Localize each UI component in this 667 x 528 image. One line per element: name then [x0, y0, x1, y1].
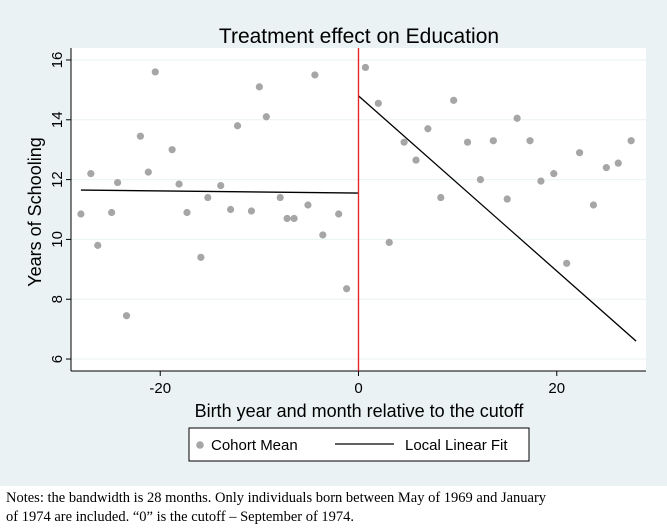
cohort-mean-point [217, 181, 225, 190]
cohort-mean-point [550, 170, 558, 178]
ticks-layer: 6 8 10 12 14 16 -20 0 20 [49, 52, 565, 397]
cohort-mean-point [503, 195, 511, 203]
cohort-mean-point [400, 138, 408, 146]
x-tick-label: 20 [548, 380, 565, 397]
chart-svg: 6 8 10 12 14 16 -20 0 20 Treatment effect on Edu… [25, 25, 646, 462]
cohort-mean-point [361, 63, 370, 72]
cohort-mean-point [412, 156, 420, 164]
cohort-mean-point [319, 231, 327, 239]
cohort-mean-point [227, 205, 235, 214]
cohort-mean-point [489, 137, 497, 145]
cohort-mean-point [304, 201, 312, 209]
notes-line-1: Notes: the bandwidth is 28 months. Only … [6, 490, 547, 506]
y-tick-label: 10 [49, 231, 66, 248]
cohort-mean-point [627, 137, 635, 145]
cohort-mean-point [476, 175, 485, 184]
y-tick-label: 16 [49, 52, 66, 69]
x-axis-label: Birth year and month relative to the cut… [195, 401, 525, 421]
legend-cohort-mean-label: Cohort Mean [211, 437, 298, 454]
cohort-mean-point [513, 114, 521, 122]
notes: Notes: the bandwidth is 28 months. Only … [6, 489, 666, 527]
cohort-mean-point [276, 193, 284, 202]
cohort-mean-point [283, 214, 291, 223]
legend: Cohort Mean Local Linear Fit [188, 427, 530, 462]
cohort-mean-point [204, 193, 212, 202]
cohort-mean-point [151, 68, 159, 76]
cohort-mean-point [113, 178, 122, 187]
cohort-mean-point [424, 125, 432, 133]
cohort-mean-point [602, 164, 610, 172]
y-tick-label: 14 [49, 111, 66, 128]
cohort-mean-point [385, 238, 393, 246]
points-layer [77, 63, 635, 320]
cohort-mean-point [437, 193, 445, 202]
cohort-mean-point [290, 214, 298, 223]
cohort-mean-point [335, 210, 343, 218]
cohort-mean-point [563, 259, 571, 267]
cohort-mean-point [450, 96, 458, 104]
notes-line-2: of 1974 are included. “0” is the cutoff … [6, 509, 355, 525]
cohort-mean-point [183, 208, 191, 217]
cohort-mean-point [108, 208, 116, 217]
cohort-mean-point [77, 210, 85, 218]
chart-title: Treatment effect on Education [219, 25, 499, 48]
cohort-mean-point [343, 285, 351, 293]
cohort-mean-point [233, 122, 242, 130]
y-tick-label: 12 [49, 171, 66, 188]
cohort-mean-point [136, 132, 144, 140]
cohort-mean-point [614, 159, 622, 167]
cohort-mean-point [262, 113, 270, 121]
cohort-mean-point [247, 207, 256, 215]
cohort-mean-point [87, 170, 95, 178]
local-linear-fit-line [80, 189, 359, 194]
cohort-mean-point [255, 83, 263, 91]
cohort-mean-point [197, 253, 205, 261]
cohort-mean-point [144, 168, 152, 176]
cohort-mean-point [374, 99, 382, 107]
y-axis-label: Years of Schooling [25, 137, 45, 286]
x-tick-label: -20 [149, 380, 171, 397]
cohort-mean-point [168, 146, 176, 154]
y-tick-label: 8 [49, 295, 66, 303]
legend-cohort-mean-marker [196, 441, 204, 449]
x-tick-label: 0 [354, 380, 362, 397]
cohort-mean-point [589, 201, 598, 209]
chart-figure: 6 8 10 12 14 16 -20 0 20 Treatment effect on Edu… [0, 0, 667, 486]
local-linear-fit-line [358, 95, 637, 342]
cohort-mean-point [463, 138, 472, 146]
cohort-mean-point [94, 241, 102, 249]
cohort-mean-point [311, 71, 319, 79]
cohort-mean-point [175, 180, 183, 188]
cohort-mean-point [575, 149, 584, 157]
fit-line-layer [80, 95, 637, 342]
legend-local-linear-fit-label: Local Linear Fit [405, 437, 508, 454]
cohort-mean-point [122, 312, 131, 320]
cohort-mean-point [526, 137, 534, 145]
cohort-mean-point [537, 177, 545, 185]
y-tick-label: 6 [49, 355, 66, 363]
